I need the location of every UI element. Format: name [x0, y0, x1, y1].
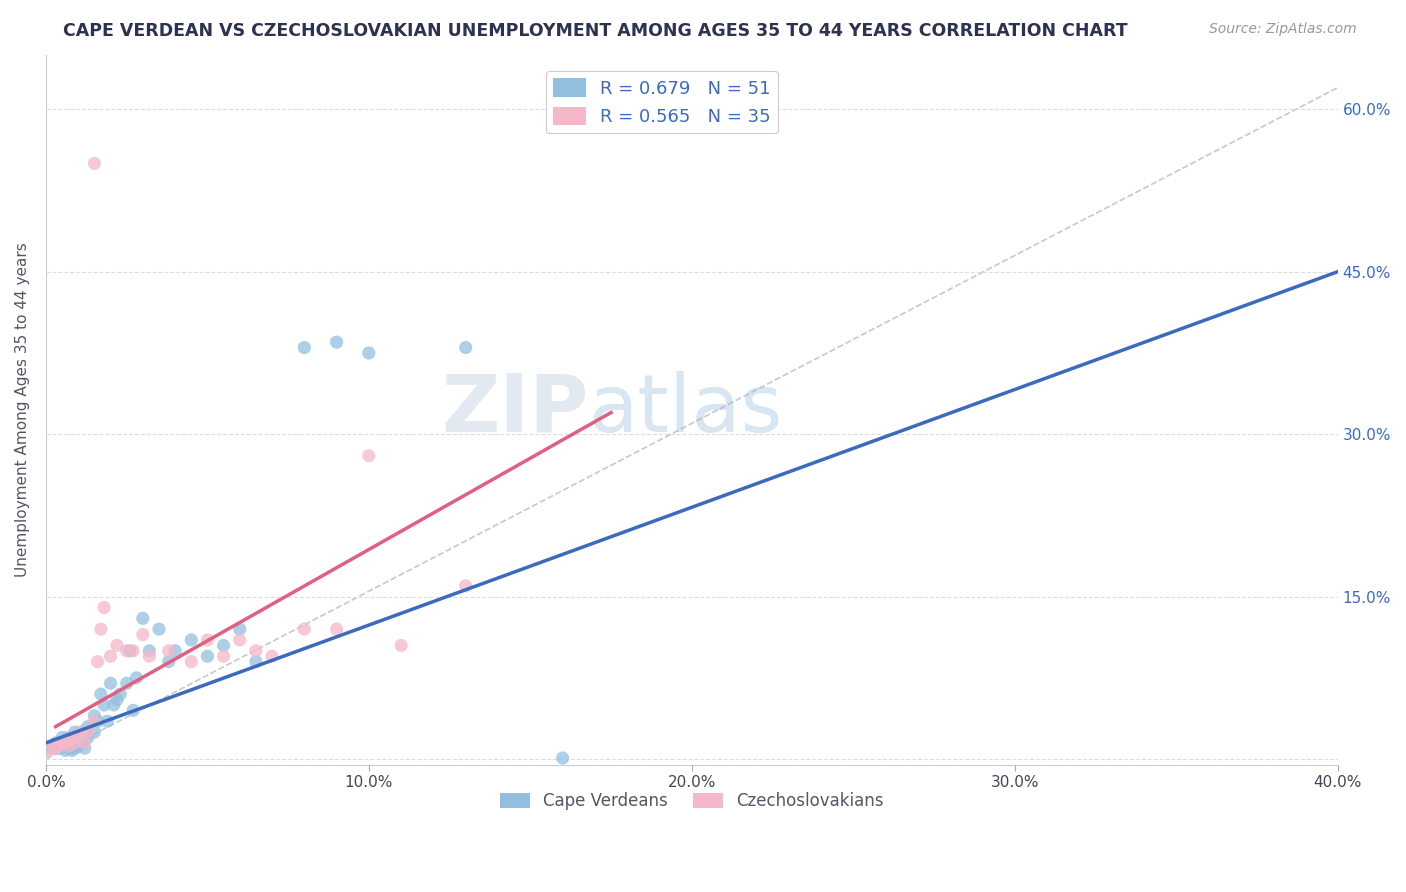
Point [122, 644, 145, 658]
Point [45, 741, 67, 756]
Point [148, 622, 170, 636]
Point [132, 627, 155, 641]
Point [551, 751, 574, 765]
Point [105, 692, 128, 706]
Point [45, 736, 67, 750]
Point [45, 741, 67, 756]
Point [58, 731, 80, 745]
Point [96, 714, 118, 729]
Point [100, 676, 122, 690]
Text: CAPE VERDEAN VS CZECHOSLOVAKIAN UNEMPLOYMENT AMONG AGES 35 TO 44 YEARS CORRELATI: CAPE VERDEAN VS CZECHOSLOVAKIAN UNEMPLOY… [63, 22, 1128, 40]
Point [93, 698, 115, 712]
Point [157, 655, 180, 669]
Point [454, 579, 477, 593]
Point [86, 714, 108, 729]
Point [165, 644, 187, 658]
Point [138, 644, 160, 658]
Point [157, 644, 180, 658]
Point [67, 731, 90, 745]
Point [51, 739, 73, 753]
Point [63, 725, 86, 739]
Point [53, 736, 76, 750]
Point [197, 649, 219, 664]
Point [105, 639, 128, 653]
Point [67, 731, 90, 745]
Point [70, 725, 93, 739]
Point [122, 703, 145, 717]
Point [86, 655, 108, 669]
Point [389, 639, 412, 653]
Point [110, 687, 132, 701]
Point [325, 335, 347, 350]
Point [58, 741, 80, 756]
Point [48, 741, 70, 756]
Point [212, 639, 235, 653]
Point [245, 644, 267, 658]
Legend: Cape Verdeans, Czechoslovakians: Cape Verdeans, Czechoslovakians [494, 785, 890, 816]
Text: atlas: atlas [589, 371, 783, 449]
Point [325, 622, 347, 636]
Point [454, 341, 477, 355]
Point [245, 655, 267, 669]
Point [292, 341, 315, 355]
Point [292, 622, 315, 636]
Point [70, 725, 93, 739]
Text: Source: ZipAtlas.com: Source: ZipAtlas.com [1209, 22, 1357, 37]
Point [228, 622, 250, 636]
Point [90, 622, 112, 636]
Point [212, 649, 235, 664]
Point [125, 671, 148, 685]
Point [67, 739, 90, 753]
Point [83, 725, 105, 739]
Point [118, 644, 141, 658]
Point [51, 731, 73, 745]
Point [83, 714, 105, 729]
Point [38, 741, 60, 756]
Point [77, 731, 100, 745]
Point [60, 743, 83, 757]
Point [53, 736, 76, 750]
Point [58, 739, 80, 753]
Point [38, 743, 60, 757]
Point [115, 644, 138, 658]
Point [77, 720, 100, 734]
Point [132, 611, 155, 625]
Point [180, 632, 202, 647]
Point [357, 449, 380, 463]
Point [63, 741, 86, 756]
Point [63, 736, 86, 750]
Point [138, 649, 160, 664]
Point [115, 676, 138, 690]
Point [357, 346, 380, 360]
Point [73, 732, 96, 747]
Y-axis label: Unemployment Among Ages 35 to 44 years: Unemployment Among Ages 35 to 44 years [15, 243, 30, 577]
Point [83, 708, 105, 723]
Point [260, 649, 283, 664]
Point [51, 736, 73, 750]
Point [228, 632, 250, 647]
Point [90, 687, 112, 701]
Point [60, 739, 83, 753]
Point [180, 655, 202, 669]
Point [93, 600, 115, 615]
Point [103, 698, 125, 712]
Point [73, 741, 96, 756]
Point [73, 736, 96, 750]
Point [77, 725, 100, 739]
Point [70, 736, 93, 750]
Point [197, 632, 219, 647]
Point [83, 156, 105, 170]
Text: ZIP: ZIP [441, 371, 589, 449]
Point [53, 743, 76, 757]
Point [48, 739, 70, 753]
Point [60, 731, 83, 745]
Point [100, 649, 122, 664]
